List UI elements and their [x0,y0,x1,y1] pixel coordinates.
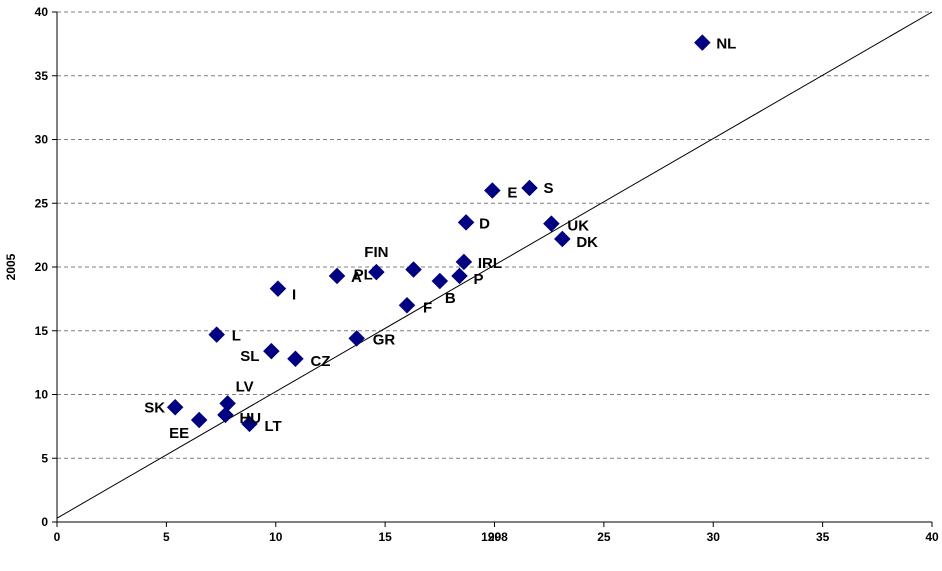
point-marker-l [208,326,226,343]
point-label-d: D [479,215,490,232]
point-marker-sl [263,342,280,360]
point-label-ee: EE [169,425,189,442]
x-tick-label: 15 [378,530,392,544]
point-marker-hu [217,406,234,424]
diagonal-reference-line [56,11,933,519]
point-marker-nl [693,34,711,51]
y-tick-label: 30 [35,133,49,147]
point-marker-e [483,182,501,199]
tick-labels: 0 5 10 15 20 25 30 35 40 0 5 10 15 20 25 30 35 40 [35,5,939,544]
x-axis-title: 1998 [481,530,508,544]
point-label-dk: DK [576,234,598,251]
point-label-irl: IRL [478,255,502,272]
point-label-gr: GR [373,331,396,348]
point-marker-f [398,296,416,314]
gridlines [57,11,932,459]
point-label-uk: UK [567,218,589,235]
x-tick-label: 30 [707,530,721,544]
y-tick-label: 10 [35,388,49,402]
point-marker-pl [405,261,422,278]
point-marker-gr [348,330,366,347]
point-marker-i [269,280,287,298]
y-tick-label: 40 [35,5,49,19]
reference-line [56,11,933,519]
point-label-i: I [292,287,296,304]
point-marker-ee [190,411,208,429]
x-tick-label: 0 [54,530,61,544]
point-marker-fin [368,263,385,281]
point-marker-d [457,214,475,231]
x-tick-label: 20 [488,530,502,544]
y-axis-title: 2005 [4,253,18,280]
x-tick-label: 25 [597,530,611,544]
point-label-lt: LT [265,418,282,435]
point-marker-irl [455,253,473,271]
point-marker-sk [166,398,184,416]
point-marker-a [328,267,346,285]
point-marker-dk [553,230,571,248]
point-label-b: B [445,290,456,307]
point-marker-uk [543,215,560,233]
point-label-f: F [423,299,432,316]
point-marker-cz [287,350,304,368]
point-label-p: P [474,271,484,288]
point-label-hu: HU [239,410,261,427]
point-label-nl: NL [716,36,736,53]
y-tick-label: 5 [41,451,48,465]
point-label-a: A [351,269,362,286]
y-tick-label: 20 [35,260,49,274]
x-tick-label: 5 [163,530,170,544]
axes [52,11,933,527]
point-label-s: S [544,180,554,197]
point-label-e: E [507,185,517,202]
point-marker-p [451,267,468,285]
point-marker-s [521,179,538,197]
point-label-lv: LV [236,378,254,395]
point-marker-b [431,272,449,290]
x-tick-label: 10 [269,530,283,544]
data-points [166,34,711,433]
point-marker-lt [241,415,258,433]
y-tick-label: 0 [41,515,48,529]
point-label-sl: SL [240,348,259,365]
point-label-pl: PL [354,267,373,284]
y-tick-label: 15 [35,324,49,338]
x-tick-label: 40 [925,530,939,544]
point-label-cz: CZ [310,353,330,370]
point-label-fin: FIN [364,244,388,261]
point-label-l: L [232,328,241,345]
point-label-sk: SK [144,399,165,416]
y-tick-label: 35 [35,69,49,83]
y-tick-label: 25 [35,196,49,210]
x-tick-label: 35 [816,530,830,544]
